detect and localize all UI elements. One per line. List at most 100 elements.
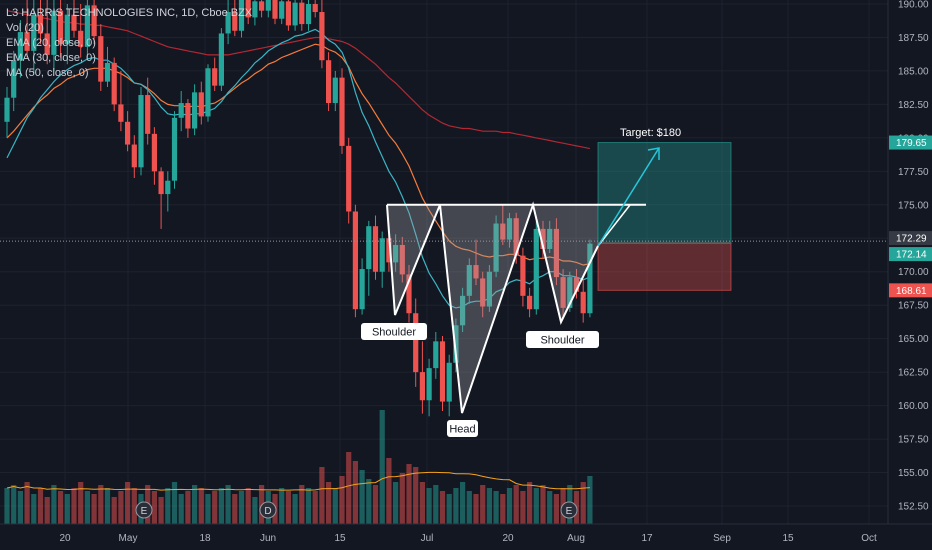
indicator-volume[interactable]: Vol (20) <box>6 22 44 34</box>
volume-bar <box>346 452 352 524</box>
volume-bar <box>319 467 325 524</box>
volume-bar <box>125 482 131 524</box>
volume-bar <box>366 479 372 524</box>
volume-bar <box>212 491 218 524</box>
candle-body <box>98 36 104 82</box>
volume-ma-line <box>6 471 590 491</box>
volume-bar <box>352 461 358 524</box>
price-tick-label: 152.50 <box>898 502 929 513</box>
symbol-title[interactable]: L3 HARRIS TECHNOLOGIES INC, 1D, Cboe BZX <box>6 7 253 19</box>
candle-body <box>413 313 419 373</box>
price-tick-label: 185.00 <box>898 66 929 77</box>
volume-bar <box>44 497 50 524</box>
price-tick-label: 175.00 <box>898 200 929 211</box>
time-tick-label: 17 <box>641 533 653 544</box>
volume-bar <box>332 488 338 524</box>
volume-bar <box>218 488 224 524</box>
annotation-label: Head <box>449 424 475 436</box>
candle-body <box>185 103 191 129</box>
candle-body <box>131 144 137 168</box>
candle-body <box>339 77 345 146</box>
price-tag <box>889 135 932 150</box>
price-tick-label: 165.00 <box>898 334 929 345</box>
candle-body <box>379 238 385 272</box>
volume-bar <box>58 491 64 524</box>
volume-bar <box>151 491 157 524</box>
price-axis[interactable]: 190.00187.50185.00182.50180.00177.50175.… <box>887 0 929 524</box>
volume-bar <box>225 485 231 524</box>
volume-bar <box>460 482 466 524</box>
candle-body <box>540 228 546 249</box>
candle-body <box>265 0 271 11</box>
candle-body <box>473 265 479 279</box>
volume-bar <box>91 494 97 524</box>
time-tick-label: 20 <box>502 533 514 544</box>
candle-body <box>299 2 305 25</box>
time-tick-label: 18 <box>199 533 211 544</box>
candle-body <box>520 255 526 296</box>
volume-bar <box>51 485 57 524</box>
pattern-annotations: Shoulder Head Shoulder Target: $180 <box>361 127 681 437</box>
event-marker-label: E <box>566 506 573 517</box>
candle-body <box>292 2 298 26</box>
moving-average-lines <box>6 10 591 309</box>
candle-body <box>547 228 553 249</box>
volume-bar <box>339 476 345 524</box>
target-label: Target: $180 <box>620 127 681 139</box>
volume-bar <box>312 491 318 524</box>
candle-body <box>500 223 506 240</box>
candle-body <box>513 218 519 256</box>
indicator-ema-20[interactable]: EMA (20, close, 0) <box>6 37 96 49</box>
candle-body <box>171 117 178 181</box>
price-tick-label: 177.50 <box>898 167 929 178</box>
ma50-line <box>6 10 591 150</box>
price-tick-label: 157.50 <box>898 435 929 446</box>
candle-body <box>587 243 593 314</box>
indicator-ma-50[interactable]: MA (50, close, 0) <box>6 67 89 79</box>
candle-body <box>567 277 573 308</box>
annotation-label: Shoulder <box>372 327 416 339</box>
candle-body <box>486 271 492 307</box>
price-tag-label: 179.65 <box>896 138 927 149</box>
candle-body <box>91 5 97 37</box>
volume-bar <box>473 494 479 524</box>
candle-body <box>393 244 399 263</box>
candle-body <box>580 291 586 314</box>
target-arrowhead <box>647 147 660 160</box>
event-marker <box>560 501 578 519</box>
candle-body <box>372 226 379 272</box>
candle-body <box>493 223 499 272</box>
candle-body <box>366 226 372 270</box>
event-marker <box>259 501 277 519</box>
volume-bar <box>513 485 519 524</box>
volume-bar <box>359 470 365 524</box>
volume-bar <box>111 497 117 524</box>
volume-bar <box>131 488 137 524</box>
price-tick-label: 167.50 <box>898 301 929 312</box>
candle-body <box>232 12 238 31</box>
time-tick-label: 15 <box>334 533 346 544</box>
candle-body <box>346 145 352 212</box>
candle-body <box>125 121 131 145</box>
candle-body <box>326 60 332 104</box>
volume-bar <box>104 488 111 524</box>
indicator-ema-30[interactable]: EMA (30, close, 0) <box>6 52 96 64</box>
volume-bar <box>165 488 171 524</box>
price-tags: 179.65 172.29 172.14 168.61 <box>0 135 932 298</box>
candle-body <box>433 341 439 369</box>
volume-bar <box>393 482 399 524</box>
candle-body <box>178 103 184 118</box>
candle-body <box>399 244 405 275</box>
candle-body <box>118 104 124 122</box>
volume-bar <box>406 464 412 524</box>
candle-body <box>58 10 64 45</box>
candle-body <box>426 368 432 401</box>
candle-body <box>51 10 57 55</box>
price-tick-label: 187.50 <box>898 33 929 44</box>
time-axis[interactable]: 20 May 18 Jun 15 Jul 20 Aug 17 Sep 15 Oct <box>0 523 932 544</box>
volume-bar <box>279 488 285 524</box>
pattern-outline <box>386 201 599 414</box>
